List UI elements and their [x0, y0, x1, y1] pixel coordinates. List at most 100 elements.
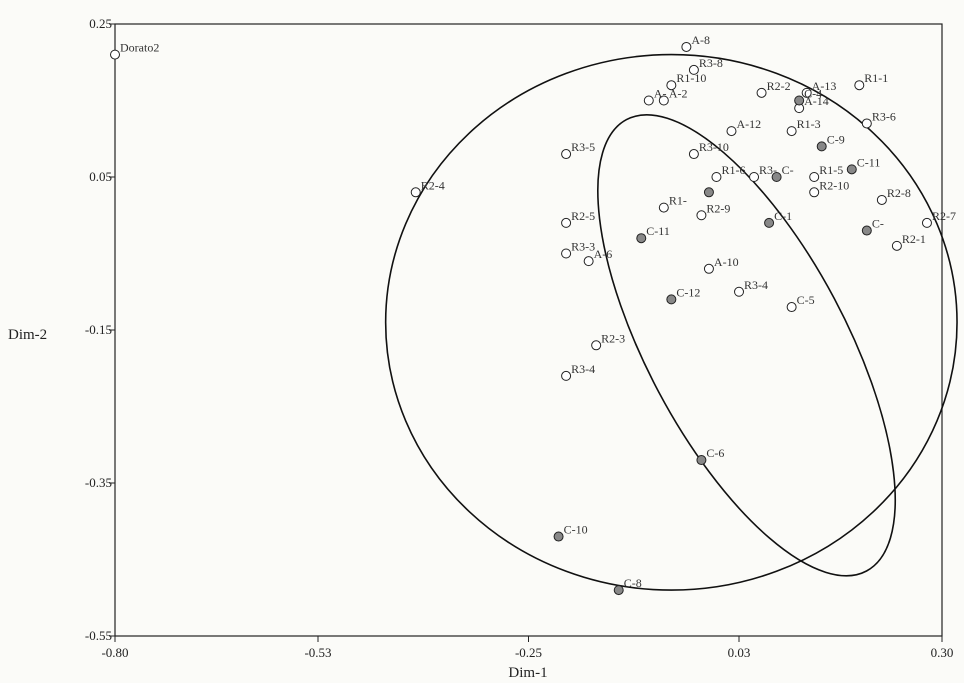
open-point — [801, 87, 812, 98]
open-point — [756, 87, 767, 98]
open-point-label: R1-3 — [797, 117, 821, 131]
filled-point — [696, 455, 707, 466]
open-point-label: R2-5 — [571, 209, 595, 223]
open-point — [786, 302, 797, 313]
data-points: Dorato2 A-8 R3-8R1-10 A-2A- R2-2 A-13 R1-1 A-14… — [110, 33, 956, 596]
x-tick-label: 0.30 — [931, 645, 954, 660]
open-point-label: C-5 — [797, 293, 815, 307]
open-point — [688, 64, 699, 75]
open-point — [861, 118, 872, 129]
open-point-label: A- — [654, 87, 667, 101]
open-point — [711, 172, 722, 182]
plot-frame — [114, 23, 943, 637]
open-point-label: R2-7 — [932, 209, 956, 223]
open-point-label: R2-2 — [767, 79, 791, 93]
open-point — [681, 41, 692, 52]
open-point — [876, 194, 887, 205]
x-tick-label: -0.80 — [101, 645, 128, 660]
x-axis-label: Dim-1 — [508, 665, 547, 681]
open-point-label: R2-1 — [902, 232, 926, 246]
filled-point-label: C-4 — [804, 87, 822, 101]
open-point-label: R3-8 — [699, 56, 723, 70]
x-tick-label: 0.03 — [728, 645, 751, 660]
filled-point — [666, 294, 677, 305]
open-point — [658, 202, 669, 213]
y-tick-label: 0.05 — [89, 169, 112, 184]
filled-point-label: C- — [782, 163, 794, 177]
open-point-label: A-6 — [594, 247, 613, 261]
filled-point-label: C-10 — [564, 523, 588, 537]
filled-point — [553, 531, 564, 542]
filled-point-label: C-12 — [676, 285, 700, 299]
open-point-label: R3- — [759, 163, 777, 177]
open-point — [561, 370, 572, 381]
open-point-label: R3-3 — [571, 240, 595, 254]
y-tick-label: -0.55 — [85, 628, 112, 643]
open-point-label: R2-9 — [706, 201, 730, 215]
open-point-label: R2-3 — [601, 331, 625, 345]
x-tick-label: -0.53 — [304, 645, 331, 660]
filled-point-label: C-6 — [706, 446, 724, 460]
y-tick-label: -0.35 — [85, 475, 112, 490]
open-point — [809, 187, 820, 198]
open-point-label: R2-10 — [819, 178, 849, 192]
filled-point-label: C-9 — [827, 132, 845, 146]
open-point-label: R3-4 — [571, 362, 595, 376]
open-point-label: R3-5 — [571, 140, 595, 154]
open-point — [643, 95, 654, 106]
open-point — [666, 80, 677, 91]
open-point — [583, 256, 594, 267]
open-point — [921, 217, 932, 228]
filled-point — [771, 172, 782, 182]
open-point-label: R1-5 — [819, 163, 843, 177]
open-point — [891, 240, 902, 251]
x-tick-label: -0.25 — [515, 645, 542, 660]
open-point — [809, 172, 820, 182]
y-tick-label: -0.15 — [85, 322, 112, 337]
filled-point — [613, 585, 624, 596]
open-point — [591, 340, 602, 351]
open-point — [410, 187, 421, 198]
filled-point-label: C-11 — [857, 155, 881, 169]
filled-point — [861, 225, 872, 236]
open-point — [749, 172, 760, 182]
open-point — [561, 217, 572, 228]
open-point-label: R1-6 — [721, 163, 745, 177]
y-axis-label: Dim-2 — [8, 327, 47, 343]
open-point-label: A-12 — [736, 117, 761, 131]
open-point — [561, 248, 572, 259]
open-point-label: R1-1 — [864, 71, 888, 85]
open-point — [726, 126, 737, 137]
x-axis: -0.80 -0.53 -0.25 0.03 0.30 — [101, 636, 953, 660]
open-point — [688, 149, 699, 160]
open-point — [703, 263, 714, 274]
confidence-ellipse — [384, 53, 958, 591]
open-point-label: A-8 — [691, 33, 710, 47]
filled-point — [636, 233, 647, 244]
open-point — [561, 149, 572, 160]
filled-point — [794, 95, 805, 106]
filled-point — [846, 164, 857, 175]
filled-point — [764, 217, 775, 228]
filled-point-label: C- — [872, 217, 884, 231]
open-point-label: R3-6 — [872, 109, 896, 123]
y-tick-label: 0.25 — [89, 16, 112, 31]
open-point-label: R3-4 — [744, 278, 768, 292]
open-point-label: Dorato2 — [120, 41, 159, 55]
confidence-ellipse — [597, 114, 897, 577]
open-point-label: A-2 — [669, 87, 688, 101]
filled-point — [816, 141, 827, 152]
open-point-label: R3-10 — [699, 140, 729, 154]
open-point — [734, 286, 745, 297]
open-point — [658, 95, 669, 106]
filled-point — [703, 187, 714, 198]
confidence-ellipses — [384, 53, 958, 591]
open-point — [786, 126, 797, 137]
filled-point-label: C-1 — [774, 209, 792, 223]
open-point-label: R1- — [669, 194, 687, 208]
open-point-label: R2-4 — [421, 178, 445, 192]
open-point-label: A-13 — [812, 79, 837, 93]
open-point-label: A-14 — [804, 94, 829, 108]
filled-point-label: C-11 — [646, 224, 670, 238]
